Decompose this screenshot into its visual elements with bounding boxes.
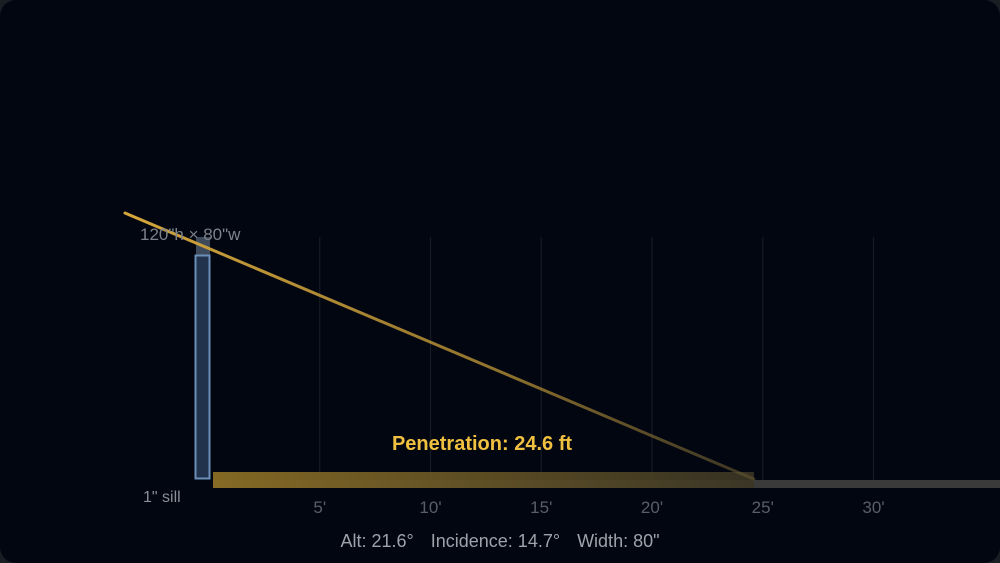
tick-label-15: 15' — [530, 498, 552, 517]
distance-tick-labels: 5' 10' 15' 20' 25' 30' — [313, 498, 884, 517]
incidence-stat: Incidence: 14.7° — [431, 531, 560, 551]
gridlines — [319, 237, 875, 480]
tick-label-25: 25' — [752, 498, 774, 517]
window-dimensions-label: 120"h × 80"w — [140, 225, 241, 244]
stats-line: Alt: 21.6° Incidence: 14.7° Width: 80" — [340, 531, 659, 551]
tick-label-5: 5' — [313, 498, 326, 517]
penetration-label: Penetration: 24.6 ft — [392, 433, 572, 455]
tick-label-20: 20' — [641, 498, 663, 517]
altitude-stat: Alt: 21.6° — [340, 531, 413, 551]
sun-ray-line — [123, 211, 756, 481]
window-pane — [194, 254, 211, 480]
tick-label-10: 10' — [419, 498, 441, 517]
width-stat: Width: 80" — [577, 531, 659, 551]
sunlight-floor-patch — [213, 472, 754, 488]
tick-label-30: 30' — [862, 498, 884, 517]
sill-label: 1" sill — [143, 489, 181, 506]
